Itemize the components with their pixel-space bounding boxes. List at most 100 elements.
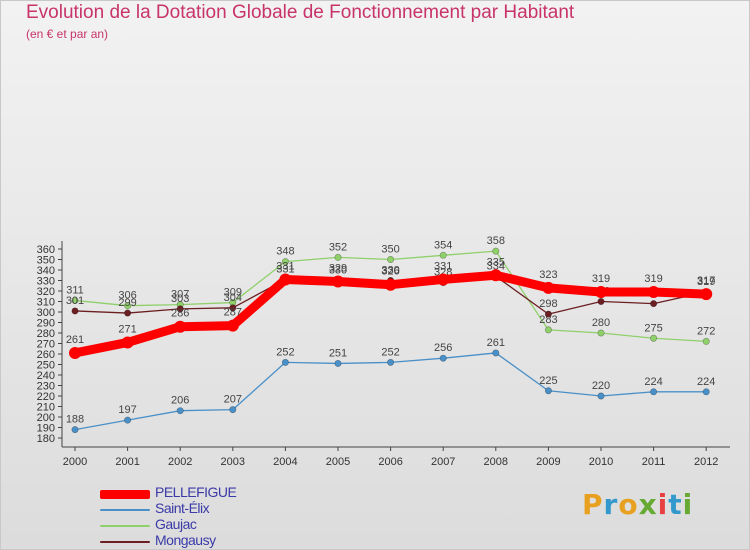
y-tick-label: 290 [37, 318, 55, 330]
data-point-pellefigue [437, 273, 450, 286]
logo-letter: i [682, 488, 694, 521]
legend-swatch [100, 509, 150, 511]
data-point-pellefigue [542, 281, 555, 294]
data-label-gaujac: 306 [118, 290, 136, 302]
data-point-saint-lix [492, 349, 500, 357]
data-label-mongausy: 331 [276, 263, 294, 275]
data-label-pellefigue: 331 [434, 260, 452, 272]
y-tick-label: 350 [37, 255, 55, 267]
data-point-gaujac [544, 326, 552, 334]
chart-subtitle: (en € et par an) [26, 27, 109, 41]
data-label-mongausy: 298 [539, 298, 557, 310]
y-tick-label: 300 [37, 307, 55, 319]
data-point-gaujac [281, 258, 289, 266]
data-label-pellefigue: 319 [644, 273, 662, 285]
data-label-saint-lix: 252 [276, 346, 294, 358]
y-tick-label: 200 [37, 412, 55, 424]
y-tick-label: 210 [37, 402, 55, 414]
data-point-mongausy [71, 307, 79, 315]
data-point-pellefigue [489, 269, 502, 282]
data-point-gaujac [124, 302, 132, 310]
logo-letter: o [618, 488, 639, 521]
y-tick-label: 260 [37, 349, 55, 361]
x-tick-label: 2001 [115, 456, 139, 468]
data-point-gaujac [387, 255, 395, 263]
data-point-pellefigue [595, 286, 607, 299]
data-label-saint-lix: 261 [487, 337, 505, 349]
data-point-gaujac [492, 247, 500, 255]
data-label-pellefigue: 317 [697, 275, 715, 287]
data-label-gaujac: 354 [434, 239, 452, 251]
data-label-gaujac: 311 [66, 284, 84, 296]
data-point-mongausy [544, 310, 552, 318]
data-point-pellefigue [121, 336, 134, 349]
data-label-mongausy: 299 [118, 297, 136, 309]
data-label-saint-lix: 252 [381, 346, 399, 358]
data-point-pellefigue [647, 286, 660, 299]
data-label-pellefigue: 329 [329, 263, 347, 275]
data-point-saint-lix [702, 388, 710, 396]
data-label-saint-lix: 207 [224, 394, 242, 406]
data-point-pellefigue [279, 273, 292, 286]
data-label-saint-lix: 256 [434, 342, 452, 354]
logo-letter: r [603, 488, 619, 521]
data-label-gaujac: 358 [487, 235, 505, 247]
x-tick-label: 2012 [694, 456, 718, 468]
data-label-gaujac: 352 [329, 241, 347, 253]
data-label-saint-lix: 224 [697, 376, 715, 388]
data-point-gaujac [334, 253, 342, 261]
data-label-saint-lix: 251 [329, 347, 347, 359]
x-tick-label: 2002 [168, 456, 192, 468]
data-label-mongausy: 334 [487, 260, 505, 272]
legend-swatch [100, 541, 150, 543]
x-tick-label: 2011 [642, 456, 666, 468]
data-point-gaujac [71, 296, 79, 304]
y-tick-label: 320 [37, 286, 55, 298]
data-label-gaujac: 283 [539, 314, 557, 326]
proxiti-logo: Proxiti [582, 488, 693, 521]
data-point-saint-lix [176, 407, 184, 415]
data-point-saint-lix [650, 388, 658, 396]
data-label-pellefigue: 271 [118, 323, 136, 335]
data-point-pellefigue [700, 288, 713, 301]
legend-label: Mongausy [155, 532, 216, 548]
data-point-saint-lix [71, 426, 79, 434]
data-point-saint-lix [439, 354, 447, 362]
data-label-gaujac: 307 [171, 289, 189, 301]
data-label-pellefigue: 326 [381, 266, 399, 278]
x-tick-label: 2010 [589, 456, 613, 468]
data-point-saint-lix [544, 387, 552, 395]
data-point-gaujac [597, 329, 605, 337]
x-tick-label: 2000 [63, 456, 87, 468]
data-label-saint-lix: 206 [171, 395, 189, 407]
data-point-saint-lix [597, 392, 605, 400]
y-tick-label: 180 [37, 433, 55, 445]
data-point-pellefigue [69, 346, 81, 359]
data-label-gaujac: 348 [276, 246, 294, 258]
data-point-mongausy [176, 305, 184, 313]
x-tick-label: 2007 [431, 456, 455, 468]
data-point-saint-lix [281, 358, 289, 366]
data-point-pellefigue [332, 275, 344, 288]
logo-letter: P [582, 488, 604, 521]
legend-label: PELLEFIGUE [155, 484, 237, 500]
y-tick-label: 220 [37, 391, 55, 403]
x-tick-label: 2004 [273, 456, 297, 468]
y-tick-label: 280 [37, 328, 55, 340]
data-point-mongausy [597, 297, 605, 305]
y-tick-label: 250 [37, 360, 55, 372]
data-point-saint-lix [229, 406, 237, 414]
data-label-saint-lix: 220 [592, 380, 610, 392]
data-label-mongausy: 330 [381, 265, 399, 277]
logo-letter: t [668, 488, 683, 521]
data-label-saint-lix: 225 [539, 375, 557, 387]
data-point-gaujac [439, 251, 447, 259]
data-label-mongausy: 304 [224, 292, 242, 304]
x-tick-label: 2009 [536, 456, 560, 468]
data-label-mongausy: 330 [329, 265, 347, 277]
logo-letter: i [657, 488, 669, 521]
data-point-saint-lix [124, 416, 132, 424]
logo-letter: x [638, 488, 658, 521]
